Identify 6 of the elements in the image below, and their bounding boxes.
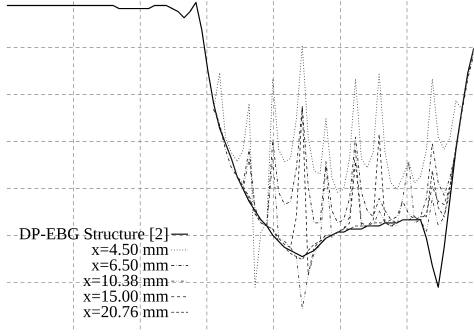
legend-label: x=10.38 mm	[83, 274, 168, 286]
legend-label: DP-EBG Structure [2]	[19, 228, 168, 242]
legend-label: x=6.50 mm	[91, 259, 168, 271]
legend-label: x=20.76 mm	[83, 306, 168, 318]
legend-label: x=4.50 mm	[91, 244, 168, 256]
legend-label: x=15.00 mm	[83, 290, 168, 302]
